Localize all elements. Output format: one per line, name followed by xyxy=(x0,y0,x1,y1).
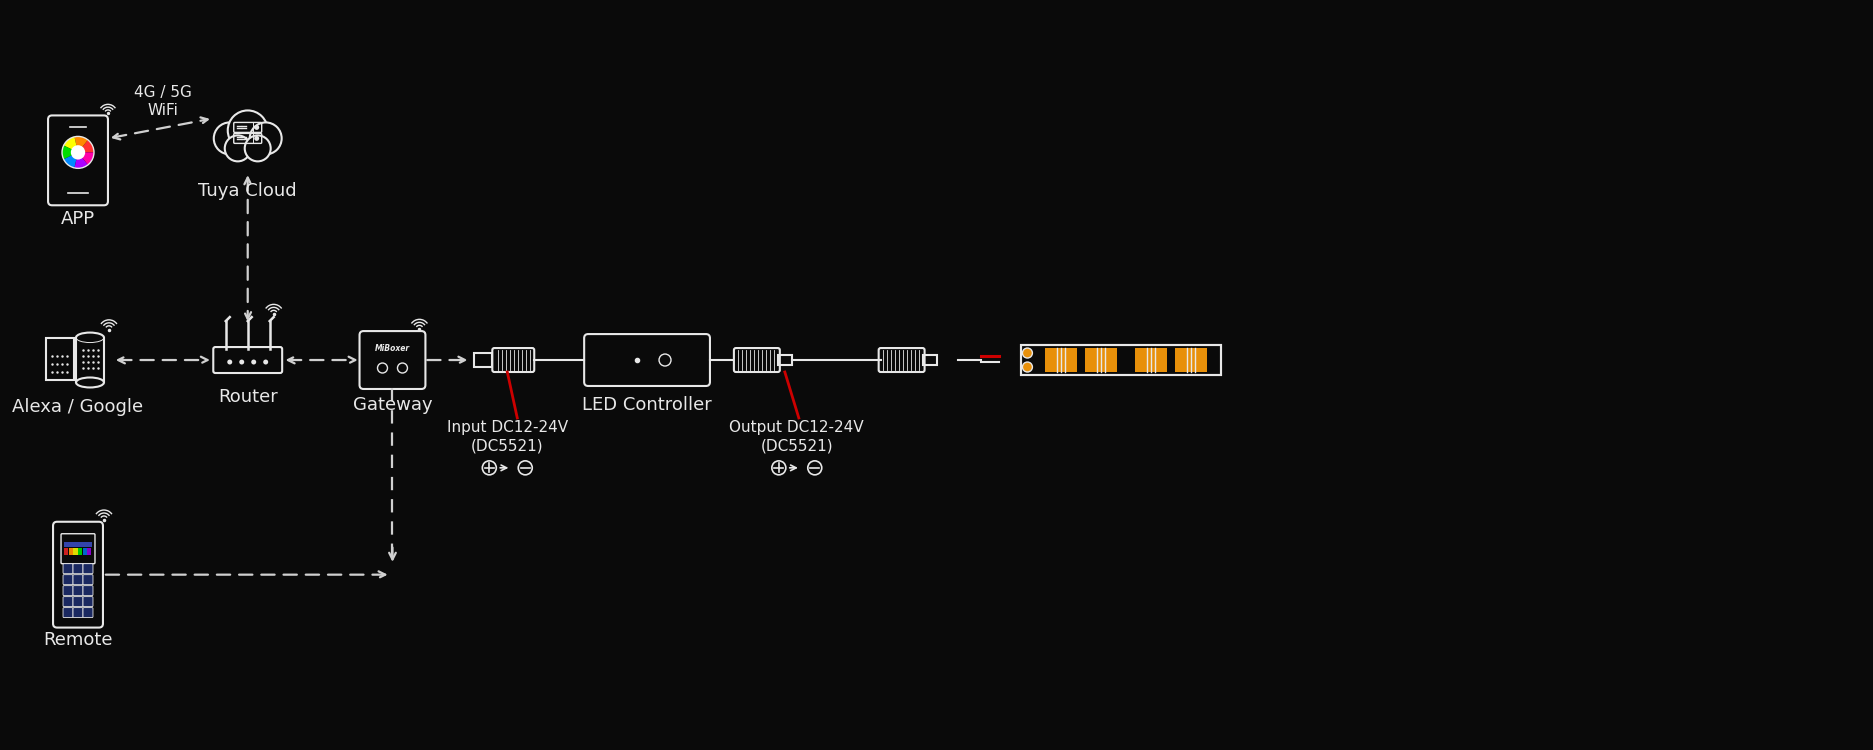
Bar xyxy=(64,542,92,547)
Wedge shape xyxy=(62,146,79,159)
Bar xyxy=(1045,348,1077,372)
Wedge shape xyxy=(64,136,79,152)
FancyBboxPatch shape xyxy=(64,608,73,617)
Bar xyxy=(73,548,77,555)
Bar xyxy=(1021,345,1221,375)
Circle shape xyxy=(227,110,268,152)
Bar xyxy=(64,548,67,555)
Bar xyxy=(923,355,936,365)
Circle shape xyxy=(243,134,272,162)
Circle shape xyxy=(223,134,251,162)
FancyBboxPatch shape xyxy=(73,608,82,617)
Circle shape xyxy=(245,136,272,161)
FancyBboxPatch shape xyxy=(73,586,82,596)
Wedge shape xyxy=(79,152,94,165)
Text: Remote: Remote xyxy=(43,631,112,649)
Text: Output DC12-24V
(DC5521): Output DC12-24V (DC5521) xyxy=(729,420,863,454)
Bar xyxy=(474,353,493,367)
Circle shape xyxy=(1023,362,1032,372)
Bar xyxy=(69,548,73,555)
FancyBboxPatch shape xyxy=(82,586,94,596)
FancyBboxPatch shape xyxy=(64,597,73,607)
Text: APP: APP xyxy=(62,210,96,228)
Text: Gateway: Gateway xyxy=(352,396,433,414)
FancyBboxPatch shape xyxy=(82,608,94,617)
Bar xyxy=(82,548,86,555)
FancyBboxPatch shape xyxy=(64,574,73,585)
Circle shape xyxy=(214,122,245,154)
Bar xyxy=(88,548,92,555)
Text: Tuya Cloud: Tuya Cloud xyxy=(199,182,298,200)
Text: MiBoxer: MiBoxer xyxy=(375,344,410,352)
Wedge shape xyxy=(79,140,94,152)
Circle shape xyxy=(240,359,243,364)
Circle shape xyxy=(71,146,84,160)
Text: 4G / 5G
WiFi: 4G / 5G WiFi xyxy=(135,85,191,118)
Bar xyxy=(1021,345,1221,375)
Circle shape xyxy=(227,359,232,364)
Text: Input DC12-24V
(DC5521): Input DC12-24V (DC5521) xyxy=(448,420,568,454)
Bar xyxy=(1174,348,1206,372)
Circle shape xyxy=(249,122,281,154)
FancyBboxPatch shape xyxy=(73,564,82,574)
Wedge shape xyxy=(75,152,88,168)
Wedge shape xyxy=(75,136,88,152)
Circle shape xyxy=(229,110,268,151)
Circle shape xyxy=(255,136,258,141)
Text: Alexa / Google: Alexa / Google xyxy=(13,398,144,416)
Circle shape xyxy=(255,125,258,130)
Text: LED Controller: LED Controller xyxy=(583,396,712,414)
FancyBboxPatch shape xyxy=(73,574,82,585)
Bar xyxy=(777,355,792,365)
FancyBboxPatch shape xyxy=(82,564,94,574)
Bar xyxy=(79,548,82,555)
Wedge shape xyxy=(64,152,79,168)
Bar xyxy=(1084,348,1118,372)
Circle shape xyxy=(1023,348,1032,358)
Circle shape xyxy=(214,122,247,155)
Bar xyxy=(47,338,75,380)
FancyBboxPatch shape xyxy=(64,586,73,596)
Circle shape xyxy=(251,359,257,364)
FancyBboxPatch shape xyxy=(82,597,94,607)
Circle shape xyxy=(249,122,283,155)
FancyBboxPatch shape xyxy=(73,597,82,607)
Text: Router: Router xyxy=(217,388,277,406)
FancyBboxPatch shape xyxy=(64,564,73,574)
FancyBboxPatch shape xyxy=(82,574,94,585)
Circle shape xyxy=(225,136,251,161)
Bar xyxy=(1135,348,1167,372)
Circle shape xyxy=(264,359,268,364)
